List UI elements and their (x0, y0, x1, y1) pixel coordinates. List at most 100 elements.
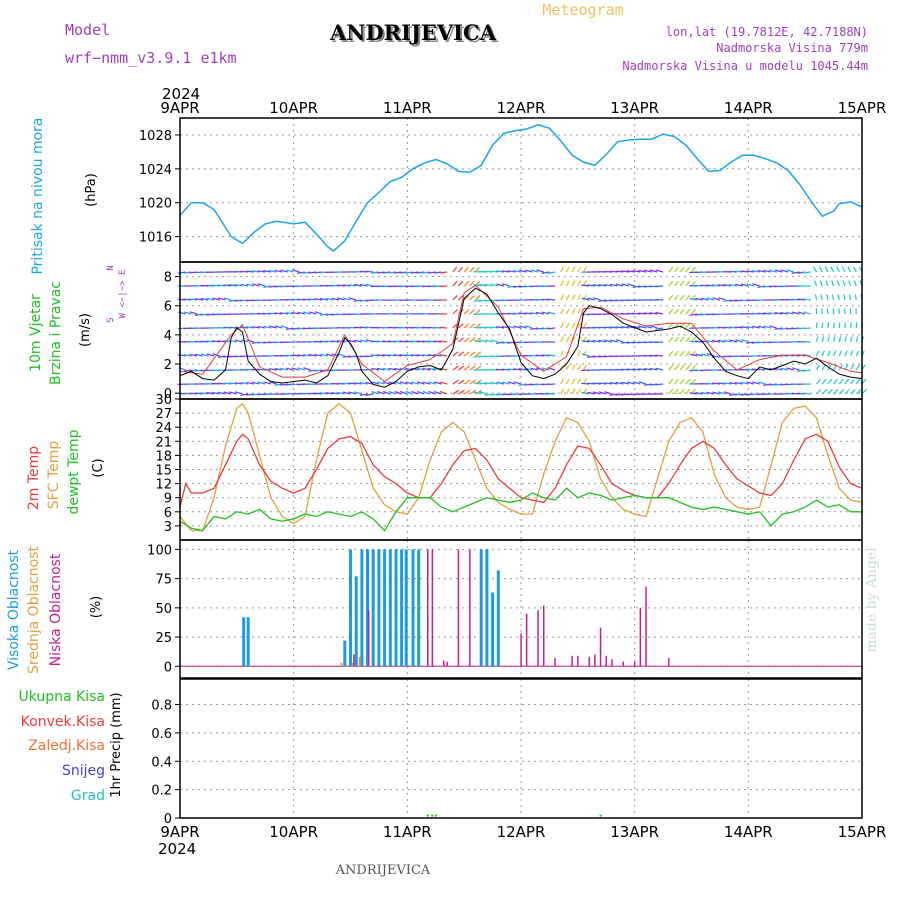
wind-arrow (695, 297, 703, 301)
wind-arrow (626, 368, 635, 371)
wind-arrow (439, 340, 448, 343)
cloud-panel: Visoka Oblacnost Srednja Oblacnost Niska… (6, 539, 863, 679)
wind-arrow (268, 325, 277, 329)
wind-arrow (303, 311, 311, 315)
wind-arrow (685, 336, 691, 343)
cloud-bar (377, 549, 381, 667)
wind-arrow (740, 283, 749, 287)
wind-arrow (673, 308, 679, 315)
wind-arrow (831, 280, 835, 287)
wind-arrow (469, 294, 475, 301)
wind-arrow (820, 294, 823, 301)
temp2m-label: 2m Temp (26, 446, 42, 510)
wind-arrow (371, 390, 380, 395)
wind-arrow (223, 297, 232, 301)
temperature-panel: 2m Temp SFC Temp dewpt Temp (C) 30272421… (26, 393, 863, 541)
date-label-bottom: 15APR (838, 823, 887, 841)
wind-arrow (211, 340, 220, 343)
wind-arrow (240, 283, 249, 287)
wind-arrow (757, 368, 766, 371)
cloud-bar (353, 654, 355, 667)
pressure-title: Pritisak na nivou mora (30, 117, 46, 274)
wind-arrow (723, 339, 732, 343)
wind-arrow (844, 336, 847, 343)
wind-arrow (582, 350, 587, 357)
wind-arrow (700, 391, 709, 395)
wind-arrow (458, 379, 465, 385)
wind-arrow (603, 326, 613, 329)
wind-arrow (200, 353, 209, 357)
wind-arrow (848, 280, 852, 287)
wind-arrow (694, 392, 703, 395)
wind-arrow (802, 271, 811, 274)
wind-arrow (547, 298, 556, 301)
wind-arrow (717, 339, 726, 343)
wind-arrow (245, 270, 254, 273)
date-label-top: 12APR (497, 99, 546, 117)
wind-arrow (410, 367, 419, 371)
precip-grid (180, 679, 862, 819)
wind-arrow (586, 355, 595, 358)
wind-arrow (785, 327, 794, 330)
wind-arrow (850, 322, 852, 329)
wind-arrow (200, 313, 209, 316)
wind-arrow (331, 391, 340, 395)
wind-arrow (855, 364, 860, 371)
wind-arrow (269, 381, 277, 385)
wind-arrow (577, 388, 582, 395)
cloud-bar (340, 662, 343, 667)
wind-arrow (802, 327, 811, 330)
wind-arrow (382, 271, 391, 274)
y-tick-label: 25 (155, 631, 172, 646)
wind-arrow (638, 325, 647, 329)
wind-arrow (615, 326, 624, 329)
wind-arrow (439, 271, 448, 274)
wind-arrow (246, 339, 255, 343)
wind-arrow (513, 285, 522, 288)
cloud-bar (343, 640, 347, 667)
wind-arrow (452, 309, 458, 315)
wind-arrow (314, 353, 323, 357)
date-label-bottom: 12APR (497, 823, 546, 841)
wind-arrow (342, 284, 351, 287)
model-name: wrf−nmm_v3.9.1 e1km (65, 49, 237, 67)
wind-arrow (513, 312, 522, 315)
dewpt-label: dewpt Temp (66, 429, 82, 514)
wind-arrow (780, 327, 789, 330)
wind-arrow (685, 378, 691, 385)
cloud-bar (577, 655, 579, 667)
wind-arrow (490, 326, 499, 329)
wind-arrow (257, 381, 266, 385)
wind-arrow (416, 381, 425, 385)
wind-arrow (458, 351, 465, 357)
wind-arrow (452, 266, 458, 273)
precip-frame (179, 678, 863, 819)
wind-arrow (354, 391, 363, 395)
wind-arrow (729, 393, 738, 396)
wind-arrow (638, 285, 647, 288)
wind-arrow (479, 339, 488, 343)
wind-arrow (469, 351, 476, 357)
wind-arrow (609, 270, 618, 273)
y-tick-label: 0.8 (151, 699, 172, 714)
wind-arrow (833, 336, 836, 343)
model-label: Model (65, 21, 110, 39)
wind-arrow (643, 312, 652, 315)
wind-arrow (377, 381, 385, 385)
wind-arrow (621, 270, 630, 273)
wind-arrow (217, 340, 226, 343)
wind-arrow (348, 391, 357, 395)
wind-arrow (689, 313, 698, 316)
wind-arrow (791, 298, 800, 301)
wind-arrow (452, 365, 459, 371)
cloud-bar (668, 658, 670, 667)
wind-arrow (359, 393, 368, 396)
wind-arrow (530, 367, 539, 371)
wind-arrow (469, 379, 476, 385)
wind-arrow (740, 393, 749, 396)
cloud-bar (496, 570, 500, 667)
wind-arrow (827, 336, 830, 343)
y-tick-label: 0.4 (151, 755, 172, 770)
wind-arrow (560, 266, 565, 273)
